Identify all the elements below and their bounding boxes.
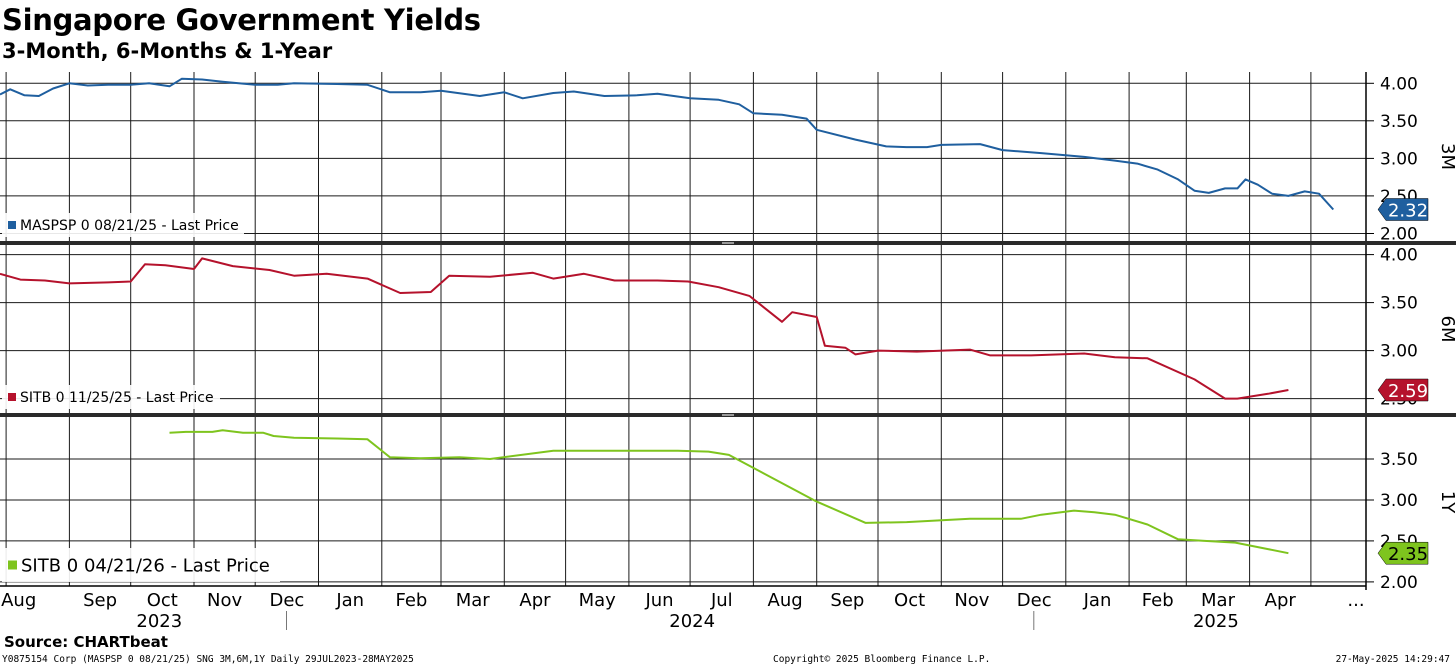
x-year-label: 2024 [669,611,715,632]
x-tick-label: Sep [830,590,864,611]
y-tick-label-6M: 4.00 [1380,246,1418,266]
legend-3M: MASPSP 0 08/21/25 - Last Price [2,213,244,237]
x-tick-label: Apr [519,590,551,611]
series-layer [0,77,1335,555]
series-line-1Y [169,429,1289,555]
legend-text-1Y: SITB 0 04/21/26 - Last Price [21,556,270,577]
legend-6M: SITB 0 11/25/25 - Last Price [2,385,220,409]
chart-subtitle: 3-Month, 6-Months & 1-Year [2,39,333,63]
legend-text-6M: SITB 0 11/25/25 - Last Price [20,390,214,406]
series-line-3M [0,77,1335,211]
grid-layer [0,72,1366,586]
frame-layer [0,72,1456,590]
last-value-text-3M: 2.32 [1388,201,1428,222]
label-layer: Aug Sep Oct Nov Dec Jan Feb Mar Apr May Jun Jul Aug S… [1,74,1456,632]
last-value-badge-6M: 2.59 [1377,378,1429,402]
panel-axis-label-1Y: 1Y [1437,491,1456,514]
x-tick-label: Aug [1,590,36,611]
y-tick-label-3M: 3.50 [1380,112,1418,132]
x-tick-label: Jul [710,590,733,611]
x-tick-label: Mar [1201,590,1236,611]
legend-1Y: SITB 0 04/21/26 - Last Price [2,548,280,582]
legend-swatch-6M [8,393,16,401]
series-line-6M [0,257,1289,400]
x-tick-label: Feb [395,590,427,611]
panel-axis-label-3M: 3M [1437,143,1456,170]
y-tick-label-6M: 3.00 [1380,342,1418,362]
chart-title: Singapore Government Yields [2,3,481,37]
panel-resize-handle-1 [722,414,734,416]
y-tick-label-1Y: 2.00 [1380,573,1418,593]
last-value-text-6M: 2.59 [1388,381,1428,402]
footer-ticker-info: Y0875154 Corp (MASPSP 0 08/21/25) SNG 3M… [2,654,414,665]
footer-timestamp: 27-May-2025 14:29:47 [1335,654,1450,665]
legend-text-3M: MASPSP 0 08/21/25 - Last Price [20,218,239,234]
y-tick-label-3M: 4.00 [1380,74,1418,94]
x-tick-label: Feb [1142,590,1174,611]
x-tick-label: Dec [1017,590,1052,611]
panel-resize-handle-0 [722,242,734,244]
x-tick-label: Jun [644,590,673,611]
panel-axis-label-6M: 6M [1437,316,1456,343]
y-tick-label-6M: 3.50 [1380,294,1418,314]
x-tick-label: Jan [1083,590,1112,611]
x-tick-label: Aug [768,590,803,611]
last-value-badge-3M: 2.32 [1377,198,1429,222]
x-tick-label: Oct [147,590,178,611]
y-tick-label-3M: 2.00 [1380,225,1418,245]
x-tick-label: Nov [207,590,242,611]
x-tick-label: Nov [954,590,989,611]
y-tick-label-3M: 3.00 [1380,149,1418,169]
x-tick-label: Oct [894,590,925,611]
x-tick-label: Jan [335,590,364,611]
x-tick-label: May [579,590,617,611]
legend-swatch-1Y [8,560,17,570]
x-tick-label: Mar [456,590,491,611]
x-tick-label: Apr [1265,590,1297,611]
y-tick-label-1Y: 3.50 [1380,450,1418,470]
footer-copyright: Copyright© 2025 Bloomberg Finance L.P. [773,654,991,665]
x-tick-label: Dec [269,590,304,611]
x-year-label: 2025 [1193,611,1239,632]
x-tick-label: ... [1347,590,1364,611]
x-tick-label: Sep [83,590,117,611]
legend-swatch-3M [8,221,16,229]
last-value-badge-1Y: 2.35 [1377,541,1429,565]
y-tick-label-1Y: 3.00 [1380,491,1418,511]
last-value-text-1Y: 2.35 [1388,544,1428,565]
source-note: Source: CHARTbeat [4,633,168,651]
x-year-label: 2023 [136,611,182,632]
